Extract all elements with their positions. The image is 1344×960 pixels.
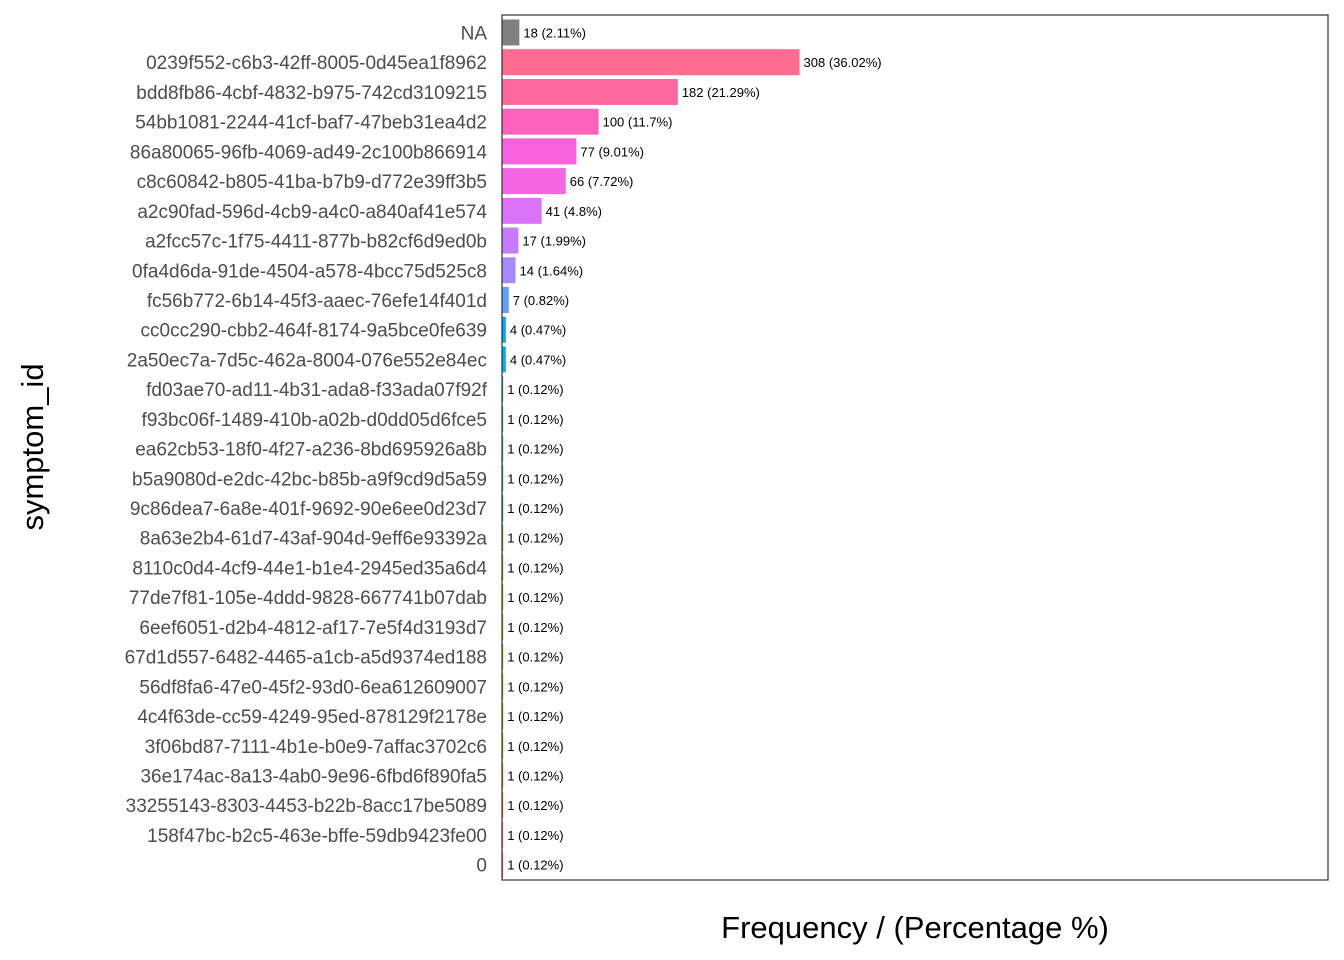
data-label-8110c0d4-4cf9-44e1-b1e4-2945ed35a6d4: 1 (0.12%) <box>507 560 563 575</box>
data-label-a2fcc57c-1f75-4411-877b-b82cf6d9ed0b: 17 (1.99%) <box>522 234 586 249</box>
data-label-f93bc06f-1489-410b-a02b-d0dd05d6fce5: 1 (0.12%) <box>507 412 563 427</box>
bar-na <box>502 19 520 46</box>
data-label-33255143-8303-4453-b22b-8acc17be5089: 1 (0.12%) <box>507 798 563 813</box>
y-tick-label-a2fcc57c-1f75-4411-877b-b82cf6d9ed0b: a2fcc57c-1f75-4411-877b-b82cf6d9ed0b <box>145 232 487 253</box>
bar-fc56b772-6b14-45f3-aaec-76efe14f401d <box>502 286 509 313</box>
data-label-56df8fa6-47e0-45f2-93d0-6ea612609007: 1 (0.12%) <box>507 679 563 694</box>
bar-bdd8fb86-4cbf-4832-b975-742cd3109215 <box>502 78 678 105</box>
y-tick-label-4c4f63de-cc59-4249-95ed-878129f2178e: 4c4f63de-cc59-4249-95ed-878129f2178e <box>137 707 487 728</box>
data-label-b5a9080d-e2dc-42bc-b85b-a9f9cd9d5a59: 1 (0.12%) <box>507 471 563 486</box>
y-tick-label-67d1d557-6482-4465-a1cb-a5d9374ed188: 67d1d557-6482-4465-a1cb-a5d9374ed188 <box>125 648 487 669</box>
y-tick-label-8110c0d4-4cf9-44e1-b1e4-2945ed35a6d4: 8110c0d4-4cf9-44e1-b1e4-2945ed35a6d4 <box>132 558 487 579</box>
data-label-8a63e2b4-61d7-43af-904d-9eff6e93392a: 1 (0.12%) <box>507 531 563 546</box>
data-label-bdd8fb86-4cbf-4832-b975-742cd3109215: 182 (21.29%) <box>682 85 760 100</box>
data-label-4c4f63de-cc59-4249-95ed-878129f2178e: 1 (0.12%) <box>507 709 563 724</box>
y-tick-labels: NA 0239f552-c6b3-42ff-8005-0d45ea1f8962 bd… <box>125 24 488 877</box>
bar-a2c90fad-596d-4cb9-a4c0-a840af41e574 <box>502 197 542 224</box>
data-label-0239f552-c6b3-42ff-8005-0d45ea1f8962: 308 (36.02%) <box>804 55 882 70</box>
bar-c8c60842-b805-41ba-b7b9-d772e39ff3b5 <box>502 168 566 195</box>
data-label-c8c60842-b805-41ba-b7b9-d772e39ff3b5: 66 (7.72%) <box>570 174 634 189</box>
data-label-158f47bc-b2c5-463e-bffe-59db9423fe00: 1 (0.12%) <box>507 828 563 843</box>
y-tick-label-158f47bc-b2c5-463e-bffe-59db9423fe00: 158f47bc-b2c5-463e-bffe-59db9423fe00 <box>147 826 487 847</box>
data-label-0fa4d6da-91de-4504-a578-4bcc75d525c8: 14 (1.64%) <box>520 263 584 278</box>
y-tick-label-8a63e2b4-61d7-43af-904d-9eff6e93392a: 8a63e2b4-61d7-43af-904d-9eff6e93392a <box>140 529 488 550</box>
data-label-fd03ae70-ad11-4b31-ada8-f33ada07f92f: 1 (0.12%) <box>507 382 563 397</box>
y-tick-label-a2c90fad-596d-4cb9-a4c0-a840af41e574: a2c90fad-596d-4cb9-a4c0-a840af41e574 <box>137 202 487 223</box>
y-tick-label-na: NA <box>461 24 488 45</box>
y-tick-label-c8c60842-b805-41ba-b7b9-d772e39ff3b5: c8c60842-b805-41ba-b7b9-d772e39ff3b5 <box>137 172 487 193</box>
y-tick-label-54bb1081-2244-41cf-baf7-47beb31ea4d2: 54bb1081-2244-41cf-baf7-47beb31ea4d2 <box>135 113 487 134</box>
data-label-cc0cc290-cbb2-464f-8174-9a5bce0fe639: 4 (0.47%) <box>510 323 566 338</box>
x-axis-title: Frequency / (Percentage %) <box>721 910 1109 945</box>
y-tick-label-0fa4d6da-91de-4504-a578-4bcc75d525c8: 0fa4d6da-91de-4504-a578-4bcc75d525c8 <box>132 261 487 282</box>
data-label-77de7f81-105e-4ddd-9828-667741b07dab: 1 (0.12%) <box>507 590 563 605</box>
data-label-3f06bd87-7111-4b1e-b0e9-7affac3702c6: 1 (0.12%) <box>507 739 563 754</box>
y-tick-label-fd03ae70-ad11-4b31-ada8-f33ada07f92f: fd03ae70-ad11-4b31-ada8-f33ada07f92f <box>146 380 488 401</box>
y-axis-title: symptom_id <box>15 363 50 530</box>
y-tick-label-56df8fa6-47e0-45f2-93d0-6ea612609007: 56df8fa6-47e0-45f2-93d0-6ea612609007 <box>139 677 487 698</box>
data-label-67d1d557-6482-4465-a1cb-a5d9374ed188: 1 (0.12%) <box>507 650 563 665</box>
bar-data-labels: 18 (2.11%) 308 (36.02%) 182 (21.29%) 100 (1… <box>507 26 881 873</box>
y-tick-label-36e174ac-8a13-4ab0-9e96-6fbd6f890fa5: 36e174ac-8a13-4ab0-9e96-6fbd6f890fa5 <box>140 767 487 788</box>
data-label-86a80065-96fb-4069-ad49-2c100b866914: 77 (9.01%) <box>580 144 644 159</box>
bar-54bb1081-2244-41cf-baf7-47beb31ea4d2 <box>502 108 599 135</box>
y-tick-label-0239f552-c6b3-42ff-8005-0d45ea1f8962: 0239f552-c6b3-42ff-8005-0d45ea1f8962 <box>146 53 487 74</box>
plot-panel-border <box>501 14 1329 881</box>
bar-cc0cc290-cbb2-464f-8174-9a5bce0fe639 <box>502 316 506 343</box>
data-label-9c86dea7-6a8e-401f-9692-90e6ee0d23d7: 1 (0.12%) <box>507 501 563 516</box>
y-tick-label-3f06bd87-7111-4b1e-b0e9-7affac3702c6: 3f06bd87-7111-4b1e-b0e9-7affac3702c6 <box>145 737 487 758</box>
y-tick-label-77de7f81-105e-4ddd-9828-667741b07dab: 77de7f81-105e-4ddd-9828-667741b07dab <box>129 588 487 609</box>
data-label-54bb1081-2244-41cf-baf7-47beb31ea4d2: 100 (11.7%) <box>603 115 673 130</box>
y-tick-label-bdd8fb86-4cbf-4832-b975-742cd3109215: bdd8fb86-4cbf-4832-b975-742cd3109215 <box>136 83 487 104</box>
y-tick-label-f93bc06f-1489-410b-a02b-d0dd05d6fce5: f93bc06f-1489-410b-a02b-d0dd05d6fce5 <box>142 410 487 431</box>
data-label-0: 1 (0.12%) <box>507 858 563 873</box>
y-tick-label-2a50ec7a-7d5c-462a-8004-076e552e84ec: 2a50ec7a-7d5c-462a-8004-076e552e84ec <box>127 350 487 371</box>
data-label-fc56b772-6b14-45f3-aaec-76efe14f401d: 7 (0.82%) <box>513 293 569 308</box>
data-label-2a50ec7a-7d5c-462a-8004-076e552e84ec: 4 (0.47%) <box>510 352 566 367</box>
bar-86a80065-96fb-4069-ad49-2c100b866914 <box>502 138 577 165</box>
bars <box>502 19 800 878</box>
y-tick-label-33255143-8303-4453-b22b-8acc17be5089: 33255143-8303-4453-b22b-8acc17be5089 <box>126 796 487 817</box>
y-tick-label-86a80065-96fb-4069-ad49-2c100b866914: 86a80065-96fb-4069-ad49-2c100b866914 <box>130 142 488 163</box>
y-tick-label-6eef6051-d2b4-4812-af17-7e5f4d3193d7: 6eef6051-d2b4-4812-af17-7e5f4d3193d7 <box>139 618 487 639</box>
data-label-36e174ac-8a13-4ab0-9e96-6fbd6f890fa5: 1 (0.12%) <box>507 769 563 784</box>
data-label-na: 18 (2.11%) <box>523 26 586 41</box>
y-tick-label-fc56b772-6b14-45f3-aaec-76efe14f401d: fc56b772-6b14-45f3-aaec-76efe14f401d <box>147 291 487 312</box>
bar-0fa4d6da-91de-4504-a578-4bcc75d525c8 <box>502 257 516 284</box>
y-tick-label-9c86dea7-6a8e-401f-9692-90e6ee0d23d7: 9c86dea7-6a8e-401f-9692-90e6ee0d23d7 <box>130 499 487 520</box>
bar-0239f552-c6b3-42ff-8005-0d45ea1f8962 <box>502 49 800 76</box>
y-tick-label-cc0cc290-cbb2-464f-8174-9a5bce0fe639: cc0cc290-cbb2-464f-8174-9a5bce0fe639 <box>141 321 487 342</box>
data-label-a2c90fad-596d-4cb9-a4c0-a840af41e574: 41 (4.8%) <box>546 204 602 219</box>
y-tick-label-ea62cb53-18f0-4f27-a236-8bd695926a8b: ea62cb53-18f0-4f27-a236-8bd695926a8b <box>135 440 487 461</box>
data-label-6eef6051-d2b4-4812-af17-7e5f4d3193d7: 1 (0.12%) <box>507 620 563 635</box>
y-tick-label-0: 0 <box>476 856 487 877</box>
y-tick-label-b5a9080d-e2dc-42bc-b85b-a9f9cd9d5a59: b5a9080d-e2dc-42bc-b85b-a9f9cd9d5a59 <box>132 469 487 490</box>
data-label-ea62cb53-18f0-4f27-a236-8bd695926a8b: 1 (0.12%) <box>507 442 563 457</box>
bar-a2fcc57c-1f75-4411-877b-b82cf6d9ed0b <box>502 227 519 254</box>
bar-2a50ec7a-7d5c-462a-8004-076e552e84ec <box>502 346 506 373</box>
